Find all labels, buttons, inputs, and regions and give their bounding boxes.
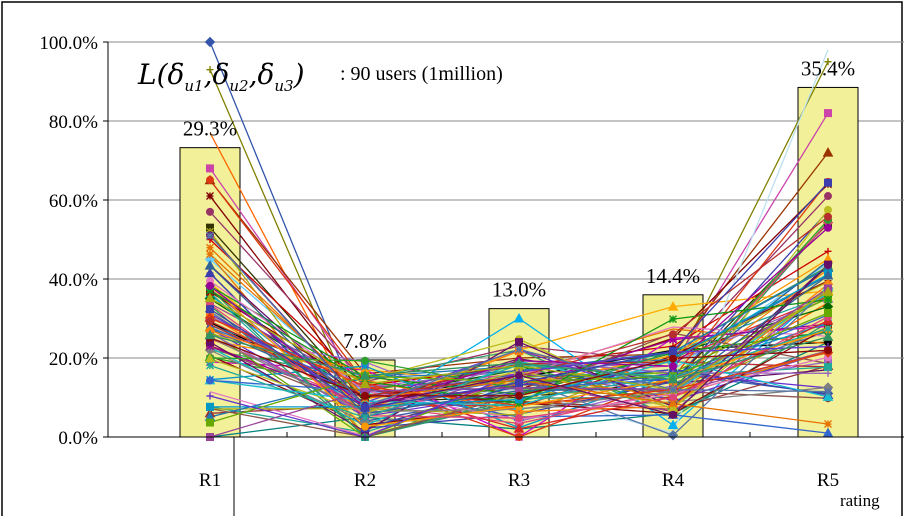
user-marker	[824, 178, 832, 187]
bar-value-label: 7.8%	[343, 329, 387, 353]
y-tick-label: 80.0%	[49, 112, 98, 133]
user-marker	[822, 269, 834, 280]
user-marker	[206, 402, 214, 411]
y-tick-labels: 0.0% 20.0% 40.0% 60.0% 80.0% 100.0%	[39, 33, 98, 449]
user-marker	[669, 399, 677, 408]
bar-value-label: 13.0%	[492, 278, 546, 302]
x-tick-label-r1: R1	[199, 470, 221, 491]
y-tick-label: 0.0%	[58, 428, 98, 449]
user-marker	[824, 324, 832, 333]
user-marker	[359, 378, 371, 388]
user-marker	[822, 391, 834, 401]
legend-text: : 90 users (1million)	[340, 63, 503, 85]
user-marker	[824, 369, 832, 377]
user-marker	[515, 414, 523, 423]
legend-box: L(δu1,δu2,δu3) : 90 users (1million)	[137, 58, 503, 95]
user-marker	[669, 354, 677, 363]
user-marker	[206, 207, 214, 216]
y-tick-label: 40.0%	[49, 270, 98, 291]
user-marker	[822, 286, 834, 296]
user-marker	[669, 410, 677, 419]
axes	[103, 41, 904, 516]
user-marker	[361, 413, 369, 422]
user-marker	[667, 373, 679, 384]
user-marker	[515, 338, 523, 347]
user-marker	[824, 58, 832, 66]
user-marker	[669, 315, 677, 324]
user-marker	[515, 345, 523, 354]
bar-value-label: 29.3%	[183, 117, 237, 141]
user-marker	[824, 192, 832, 201]
user-marker	[204, 36, 216, 48]
user-marker	[361, 403, 369, 412]
user-marker	[204, 329, 216, 340]
user-marker	[824, 387, 832, 396]
user-marker	[822, 331, 834, 341]
x-tick-label-r4: R4	[662, 470, 685, 491]
user-marker	[361, 391, 369, 400]
user-marker	[824, 363, 832, 372]
x-tick-label-r5: R5	[817, 470, 839, 491]
x-axis-label: rating	[840, 491, 880, 510]
user-marker	[669, 385, 677, 394]
user-marker	[824, 346, 832, 355]
bar-value-label: 14.4%	[646, 264, 700, 288]
user-marker	[669, 362, 677, 371]
user-marker	[824, 109, 832, 118]
user-marker	[824, 261, 832, 270]
user-marker	[822, 147, 834, 157]
user-marker	[206, 243, 214, 252]
user-marker	[669, 330, 677, 339]
x-tick-labels: R1 R2 R3 R4 R5	[199, 470, 839, 491]
user-marker	[206, 175, 214, 184]
user-marker	[206, 250, 214, 259]
user-marker	[513, 423, 525, 433]
x-tick-label-r3: R3	[508, 470, 530, 491]
user-marker	[206, 286, 214, 295]
user-marker	[513, 312, 525, 323]
user-marker	[824, 212, 832, 221]
user-marker	[824, 205, 832, 214]
user-marker	[824, 420, 832, 429]
y-tick-label: 60.0%	[49, 191, 98, 212]
user-marker	[204, 292, 216, 303]
user-marker	[667, 419, 679, 430]
user-marker	[206, 317, 214, 326]
user-marker	[824, 295, 832, 304]
user-marker	[361, 422, 369, 431]
user-marker	[206, 66, 214, 74]
bar-value-labels: 29.3% 7.8% 13.0% 14.4% 35.4%	[183, 56, 855, 353]
user-marker	[361, 362, 369, 371]
user-marker	[513, 357, 525, 367]
bar-value-label: 35.4%	[801, 56, 855, 80]
user-marker	[206, 231, 214, 240]
user-marker	[669, 335, 677, 344]
user-marker	[361, 356, 369, 365]
user-marker	[204, 267, 216, 278]
user-marker	[667, 301, 679, 311]
legend-formula: L(δu1,δu2,δu3)	[137, 58, 305, 95]
user-marker	[359, 370, 371, 380]
x-tick-label-r2: R2	[354, 470, 376, 491]
user-marker	[206, 164, 214, 173]
user-marker	[206, 305, 214, 314]
user-marker	[206, 192, 214, 201]
user-marker	[515, 391, 523, 400]
user-marker	[824, 309, 832, 318]
user-marker	[206, 392, 214, 400]
y-tick-label: 100.0%	[39, 33, 98, 54]
user-marker	[206, 376, 214, 385]
user-marker	[206, 281, 214, 290]
user-markers	[204, 36, 834, 441]
user-marker	[204, 260, 216, 270]
user-marker	[669, 346, 677, 355]
y-tick-label: 20.0%	[49, 349, 98, 370]
user-marker	[515, 371, 523, 380]
user-marker	[824, 223, 832, 232]
user-marker	[206, 361, 214, 370]
user-marker	[515, 378, 523, 387]
user-marker	[206, 418, 214, 427]
